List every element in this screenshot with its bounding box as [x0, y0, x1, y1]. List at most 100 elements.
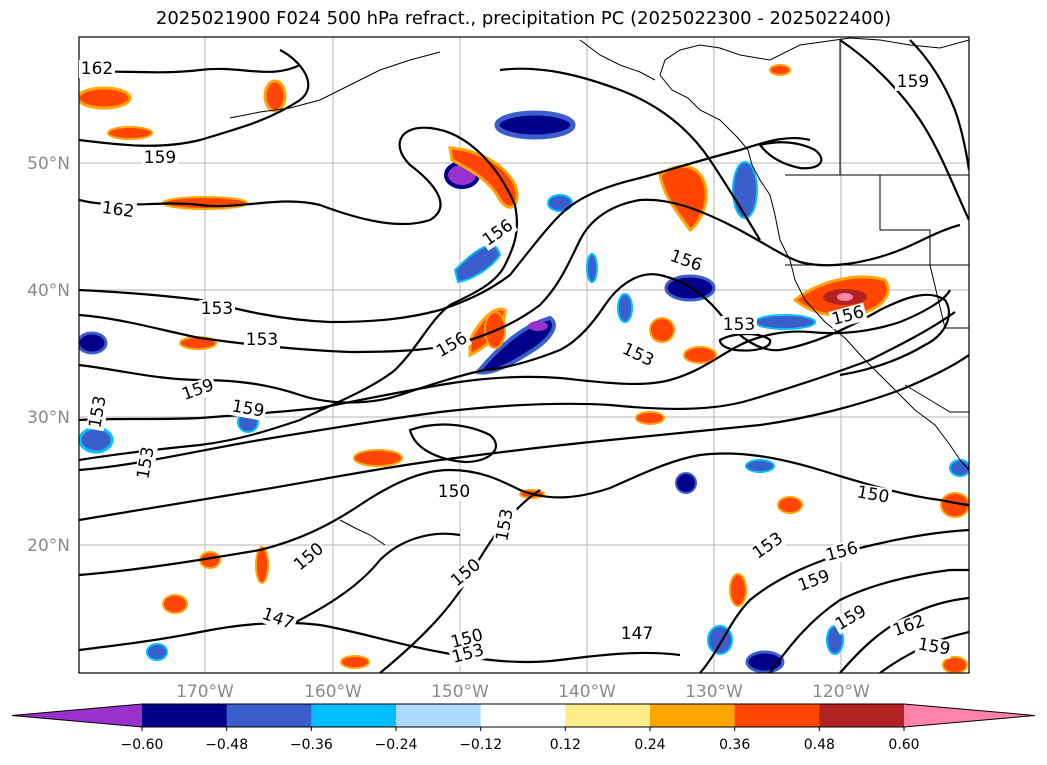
precip-blob — [745, 459, 775, 473]
state-borders — [785, 174, 969, 266]
colorbar-tick-label: −0.60 — [121, 737, 164, 753]
contour-label: 153 — [246, 330, 278, 350]
precip-blob — [340, 655, 370, 669]
contour-line — [499, 67, 761, 241]
colorbar-tick-label: −0.12 — [459, 737, 502, 753]
contour-label-bg — [493, 505, 517, 545]
lon-label: 140°W — [558, 682, 616, 702]
colorbar-swatch — [311, 704, 397, 727]
contour-label: 147 — [621, 624, 653, 644]
contour-label-bg — [822, 538, 862, 566]
colorbar-tick-label: 0.36 — [719, 737, 750, 753]
map-plot-area — [78, 36, 970, 674]
contour-label-bg — [134, 443, 158, 483]
contour-label-bg — [478, 215, 518, 251]
precip-blob — [162, 594, 188, 614]
contour-label-bg — [199, 300, 235, 318]
longitude-axis: 170°W 160°W 150°W 140°W 130°W 120°W — [176, 682, 870, 702]
precip-blob — [683, 346, 717, 364]
colorbar-tick-label: 0.48 — [804, 737, 835, 753]
contour-label-bg — [289, 538, 329, 576]
colorbar-swatch — [226, 704, 312, 727]
contour-label-bg — [748, 528, 788, 564]
precip-blob — [942, 656, 968, 673]
colorbar-tick-label: 0.12 — [550, 737, 581, 753]
precip-blob — [649, 317, 675, 343]
alaska-coast — [579, 39, 656, 81]
contour-label-bg — [142, 149, 178, 167]
mexico-border — [904, 384, 969, 413]
contour-label-bg — [258, 604, 298, 634]
precip-blob — [732, 161, 758, 219]
lon-label: 170°W — [176, 682, 234, 702]
precip-blob — [617, 293, 633, 323]
contour-line — [79, 621, 681, 664]
precip-blob — [263, 79, 287, 113]
contour-line — [909, 39, 969, 171]
contour-label-bg — [436, 483, 472, 501]
aleutian-islands — [229, 51, 441, 119]
contour-line — [408, 423, 497, 464]
contour-label-bg — [666, 246, 706, 276]
contour-label-bg — [721, 316, 757, 334]
colorbar-extend-low — [12, 704, 142, 727]
precip-blob — [754, 314, 816, 330]
contour-line — [289, 532, 461, 626]
contour-label-bg — [828, 302, 868, 330]
lon-label: 160°W — [304, 682, 362, 702]
contour-label-bg — [914, 635, 954, 659]
contour-label-bg — [446, 554, 486, 592]
contour-label-bg — [244, 331, 280, 349]
precip-blob — [769, 64, 791, 76]
contour-label: 153 — [201, 299, 233, 319]
precip-blob — [146, 643, 168, 661]
contour-label: 162 — [81, 59, 113, 79]
precip-blob — [729, 573, 747, 607]
precip-blob — [586, 253, 598, 283]
colorbar-swatch — [819, 704, 905, 727]
precip-blob — [79, 426, 114, 454]
colorbar-swatch — [396, 704, 482, 727]
precip-blob — [675, 472, 697, 494]
precip-blob — [635, 411, 665, 425]
hawaii-islands — [339, 519, 386, 546]
precip-blob — [940, 492, 969, 518]
colorbar-tick-label: 0.60 — [888, 737, 919, 753]
lat-label: 20°N — [27, 536, 70, 556]
colorbar-tick-label: 0.24 — [634, 737, 665, 753]
colorbar-tick-label: −0.24 — [375, 737, 418, 753]
contour-label-bg — [889, 611, 929, 641]
contour-line — [79, 452, 969, 577]
contour-line — [839, 39, 969, 221]
contour-label-bg — [79, 60, 115, 78]
lon-label: 130°W — [685, 682, 743, 702]
contour-line — [79, 311, 956, 472]
colorbar-tick-label: −0.36 — [290, 737, 333, 753]
colorbar-swatch — [734, 704, 820, 727]
lon-label: 120°W — [812, 682, 870, 702]
contour-label-bg — [86, 392, 110, 432]
latitude-axis: 50°N 40°N 30°N 20°N — [27, 154, 70, 556]
lat-label: 50°N — [27, 154, 70, 174]
precip-blob — [528, 321, 548, 331]
contour-label-bg — [98, 198, 138, 222]
contour-line — [699, 528, 969, 673]
contour-label-bg — [431, 328, 473, 362]
lat-label: 30°N — [27, 408, 70, 428]
contour-label-bg — [794, 566, 834, 596]
precip-blob — [79, 86, 132, 110]
contour-label: 162 — [101, 198, 136, 222]
contour-label-bg — [895, 73, 931, 91]
precip-blob — [547, 194, 573, 212]
colorbar: −0.60 −0.48 −0.36 −0.24 −0.12 0.12 0.24 0.36 0.4… — [11, 703, 1036, 753]
precip-blob — [453, 244, 502, 284]
contour-label-bg — [619, 625, 655, 643]
contour-line — [79, 354, 969, 522]
colorbar-swatch — [565, 704, 651, 727]
precip-blob — [255, 546, 269, 584]
contour-label: 150 — [438, 482, 470, 502]
contour-line — [839, 596, 969, 673]
colorbar-tick-label: −0.48 — [205, 737, 248, 753]
precip-blob — [353, 449, 403, 467]
